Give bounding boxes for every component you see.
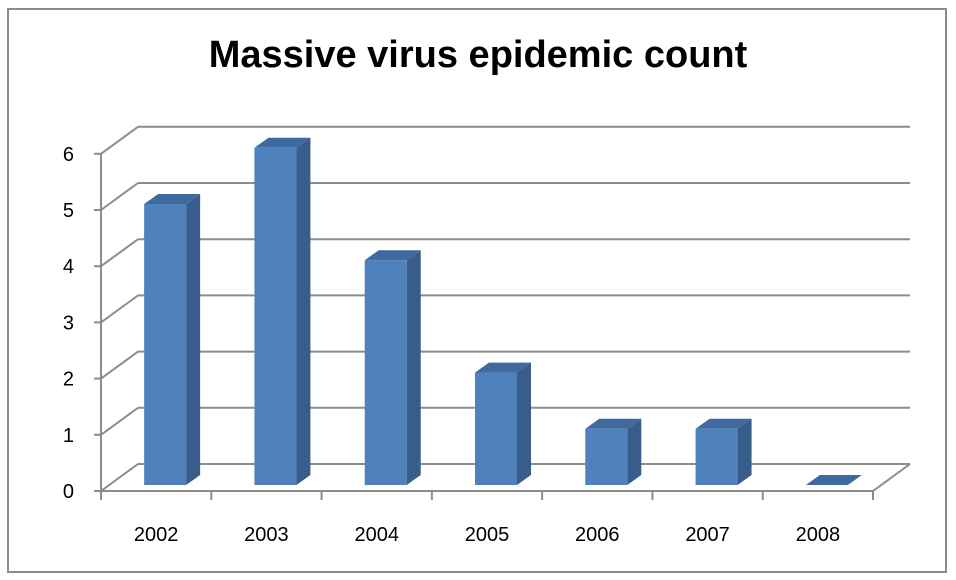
bar-top xyxy=(364,250,421,261)
gridline-side xyxy=(100,125,139,155)
gridline-side xyxy=(100,406,139,436)
y-tick-label: 1 xyxy=(63,425,74,447)
bar-side xyxy=(517,362,531,485)
bar-front xyxy=(364,260,407,485)
x-tick-label: 2004 xyxy=(354,524,399,546)
bar-top xyxy=(475,362,531,373)
bar-top xyxy=(585,418,642,429)
gridline-side xyxy=(100,350,139,380)
floor-edge xyxy=(872,463,911,492)
gridline-side xyxy=(100,294,139,324)
y-tick-label: 3 xyxy=(63,312,74,334)
x-tick-label: 2008 xyxy=(796,524,841,546)
y-tick-label: 6 xyxy=(63,144,74,166)
bar-layer xyxy=(144,137,862,486)
bar-front xyxy=(144,204,187,485)
bar-front xyxy=(475,372,517,485)
gridline-side xyxy=(100,238,139,268)
bar-front xyxy=(254,147,297,486)
gridline-side xyxy=(100,463,139,492)
bar-side xyxy=(186,194,201,485)
x-tick-label: 2007 xyxy=(685,524,730,546)
chart-title: Massive virus epidemic count xyxy=(208,34,748,76)
x-tick-label: 2002 xyxy=(134,524,179,546)
bar-front xyxy=(695,428,738,485)
y-tick-label: 0 xyxy=(63,481,74,503)
y-tick-label: 2 xyxy=(63,369,74,391)
x-tick-label: 2006 xyxy=(575,524,620,546)
gridline-side xyxy=(100,182,139,211)
x-tick-label: 2003 xyxy=(244,524,289,546)
bar-top xyxy=(805,475,862,485)
y-tick-label: 4 xyxy=(63,256,74,278)
bar-side xyxy=(737,418,752,485)
bar-front xyxy=(585,428,628,485)
axis-layer xyxy=(94,152,874,500)
x-tick-label: 2005 xyxy=(465,524,510,546)
bar-top xyxy=(695,418,752,429)
bar-side xyxy=(406,250,421,485)
bar-side xyxy=(296,137,311,486)
bar-top xyxy=(254,137,311,148)
bar-side xyxy=(627,418,642,485)
label-layer: 0 1 2 3 4 5 6 2002 2003 2004 2005 2006 2007 2008 xyxy=(63,144,840,546)
y-tick-label: 5 xyxy=(63,200,74,222)
bar-top xyxy=(144,194,201,204)
